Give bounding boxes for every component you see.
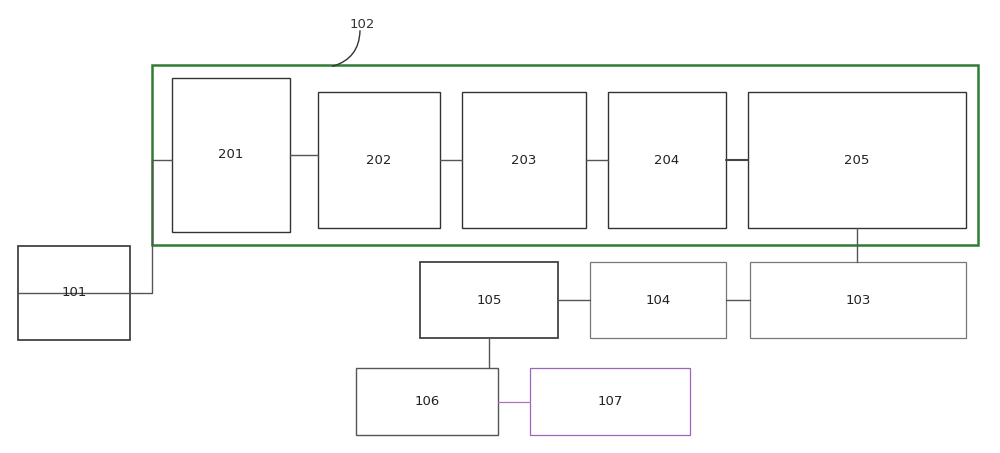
Bar [590, 262, 726, 338]
Bar [152, 65, 978, 245]
Text: 205: 205 [844, 154, 870, 167]
Bar [608, 92, 726, 228]
Text: 103: 103 [845, 294, 871, 307]
Bar [750, 262, 966, 338]
Bar [530, 368, 690, 435]
Text: 203: 203 [511, 154, 537, 167]
Text: 105: 105 [476, 294, 502, 307]
Bar [462, 92, 586, 228]
Text: 104: 104 [645, 294, 671, 307]
Text: 204: 204 [654, 154, 680, 167]
Text: 101: 101 [61, 286, 87, 299]
Text: 107: 107 [597, 395, 623, 408]
Text: 106: 106 [414, 395, 440, 408]
Bar [356, 368, 498, 435]
Bar [318, 92, 440, 228]
Text: 102: 102 [349, 18, 375, 31]
Bar [18, 246, 130, 340]
Bar [172, 78, 290, 232]
Bar [748, 92, 966, 228]
Text: 202: 202 [366, 154, 392, 167]
Bar [420, 262, 558, 338]
Text: 201: 201 [218, 149, 244, 162]
